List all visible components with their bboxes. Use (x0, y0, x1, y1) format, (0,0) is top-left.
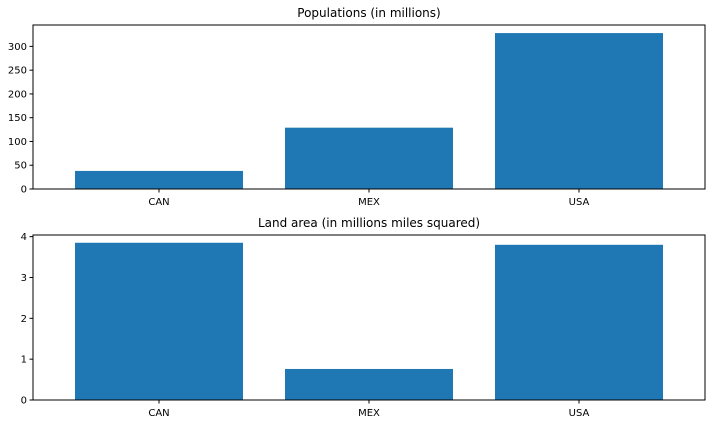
x-tick-label: USA (569, 408, 590, 419)
x-tick-label: MEX (358, 408, 380, 419)
bar-mex (285, 127, 453, 189)
y-tick-label: 150 (8, 113, 27, 124)
land-area-chart: Land area (in millions miles squared) 0 1… (21, 216, 706, 419)
y-tick-label: 250 (8, 66, 27, 77)
chart-title: Populations (in millions) (297, 6, 440, 20)
bars (75, 33, 663, 189)
y-tick-label: 0 (21, 396, 27, 407)
y-axis: 0 1 2 3 4 (21, 232, 33, 407)
y-tick-label: 300 (8, 42, 27, 53)
bar-usa (495, 33, 663, 189)
y-tick-label: 3 (21, 273, 27, 284)
y-tick-label: 1 (21, 355, 27, 366)
chart-title: Land area (in millions miles squared) (258, 216, 480, 230)
x-tick-label: MEX (358, 197, 380, 208)
y-tick-label: 200 (8, 89, 27, 100)
y-tick-label: 100 (8, 137, 27, 148)
bar-can (75, 242, 243, 400)
x-tick-label: USA (569, 197, 590, 208)
bars (75, 242, 663, 400)
axes-frame (32, 234, 706, 401)
y-tick-label: 0 (21, 185, 27, 196)
y-tick-label: 50 (14, 161, 27, 172)
axes-frame (32, 24, 706, 190)
x-tick-label: CAN (148, 408, 169, 419)
bar-can (75, 170, 243, 189)
bar-mex (285, 368, 453, 400)
population-chart: Populations (in millions) 0 50 100 150 200 25… (8, 6, 706, 208)
bar-usa (495, 244, 663, 400)
x-tick-label: CAN (148, 197, 169, 208)
y-tick-label: 2 (21, 314, 27, 325)
x-axis: CAN MEX USA (148, 189, 590, 208)
x-axis: CAN MEX USA (148, 400, 590, 419)
y-tick-label: 4 (21, 232, 27, 243)
y-axis: 0 50 100 150 200 250 300 (8, 42, 33, 196)
